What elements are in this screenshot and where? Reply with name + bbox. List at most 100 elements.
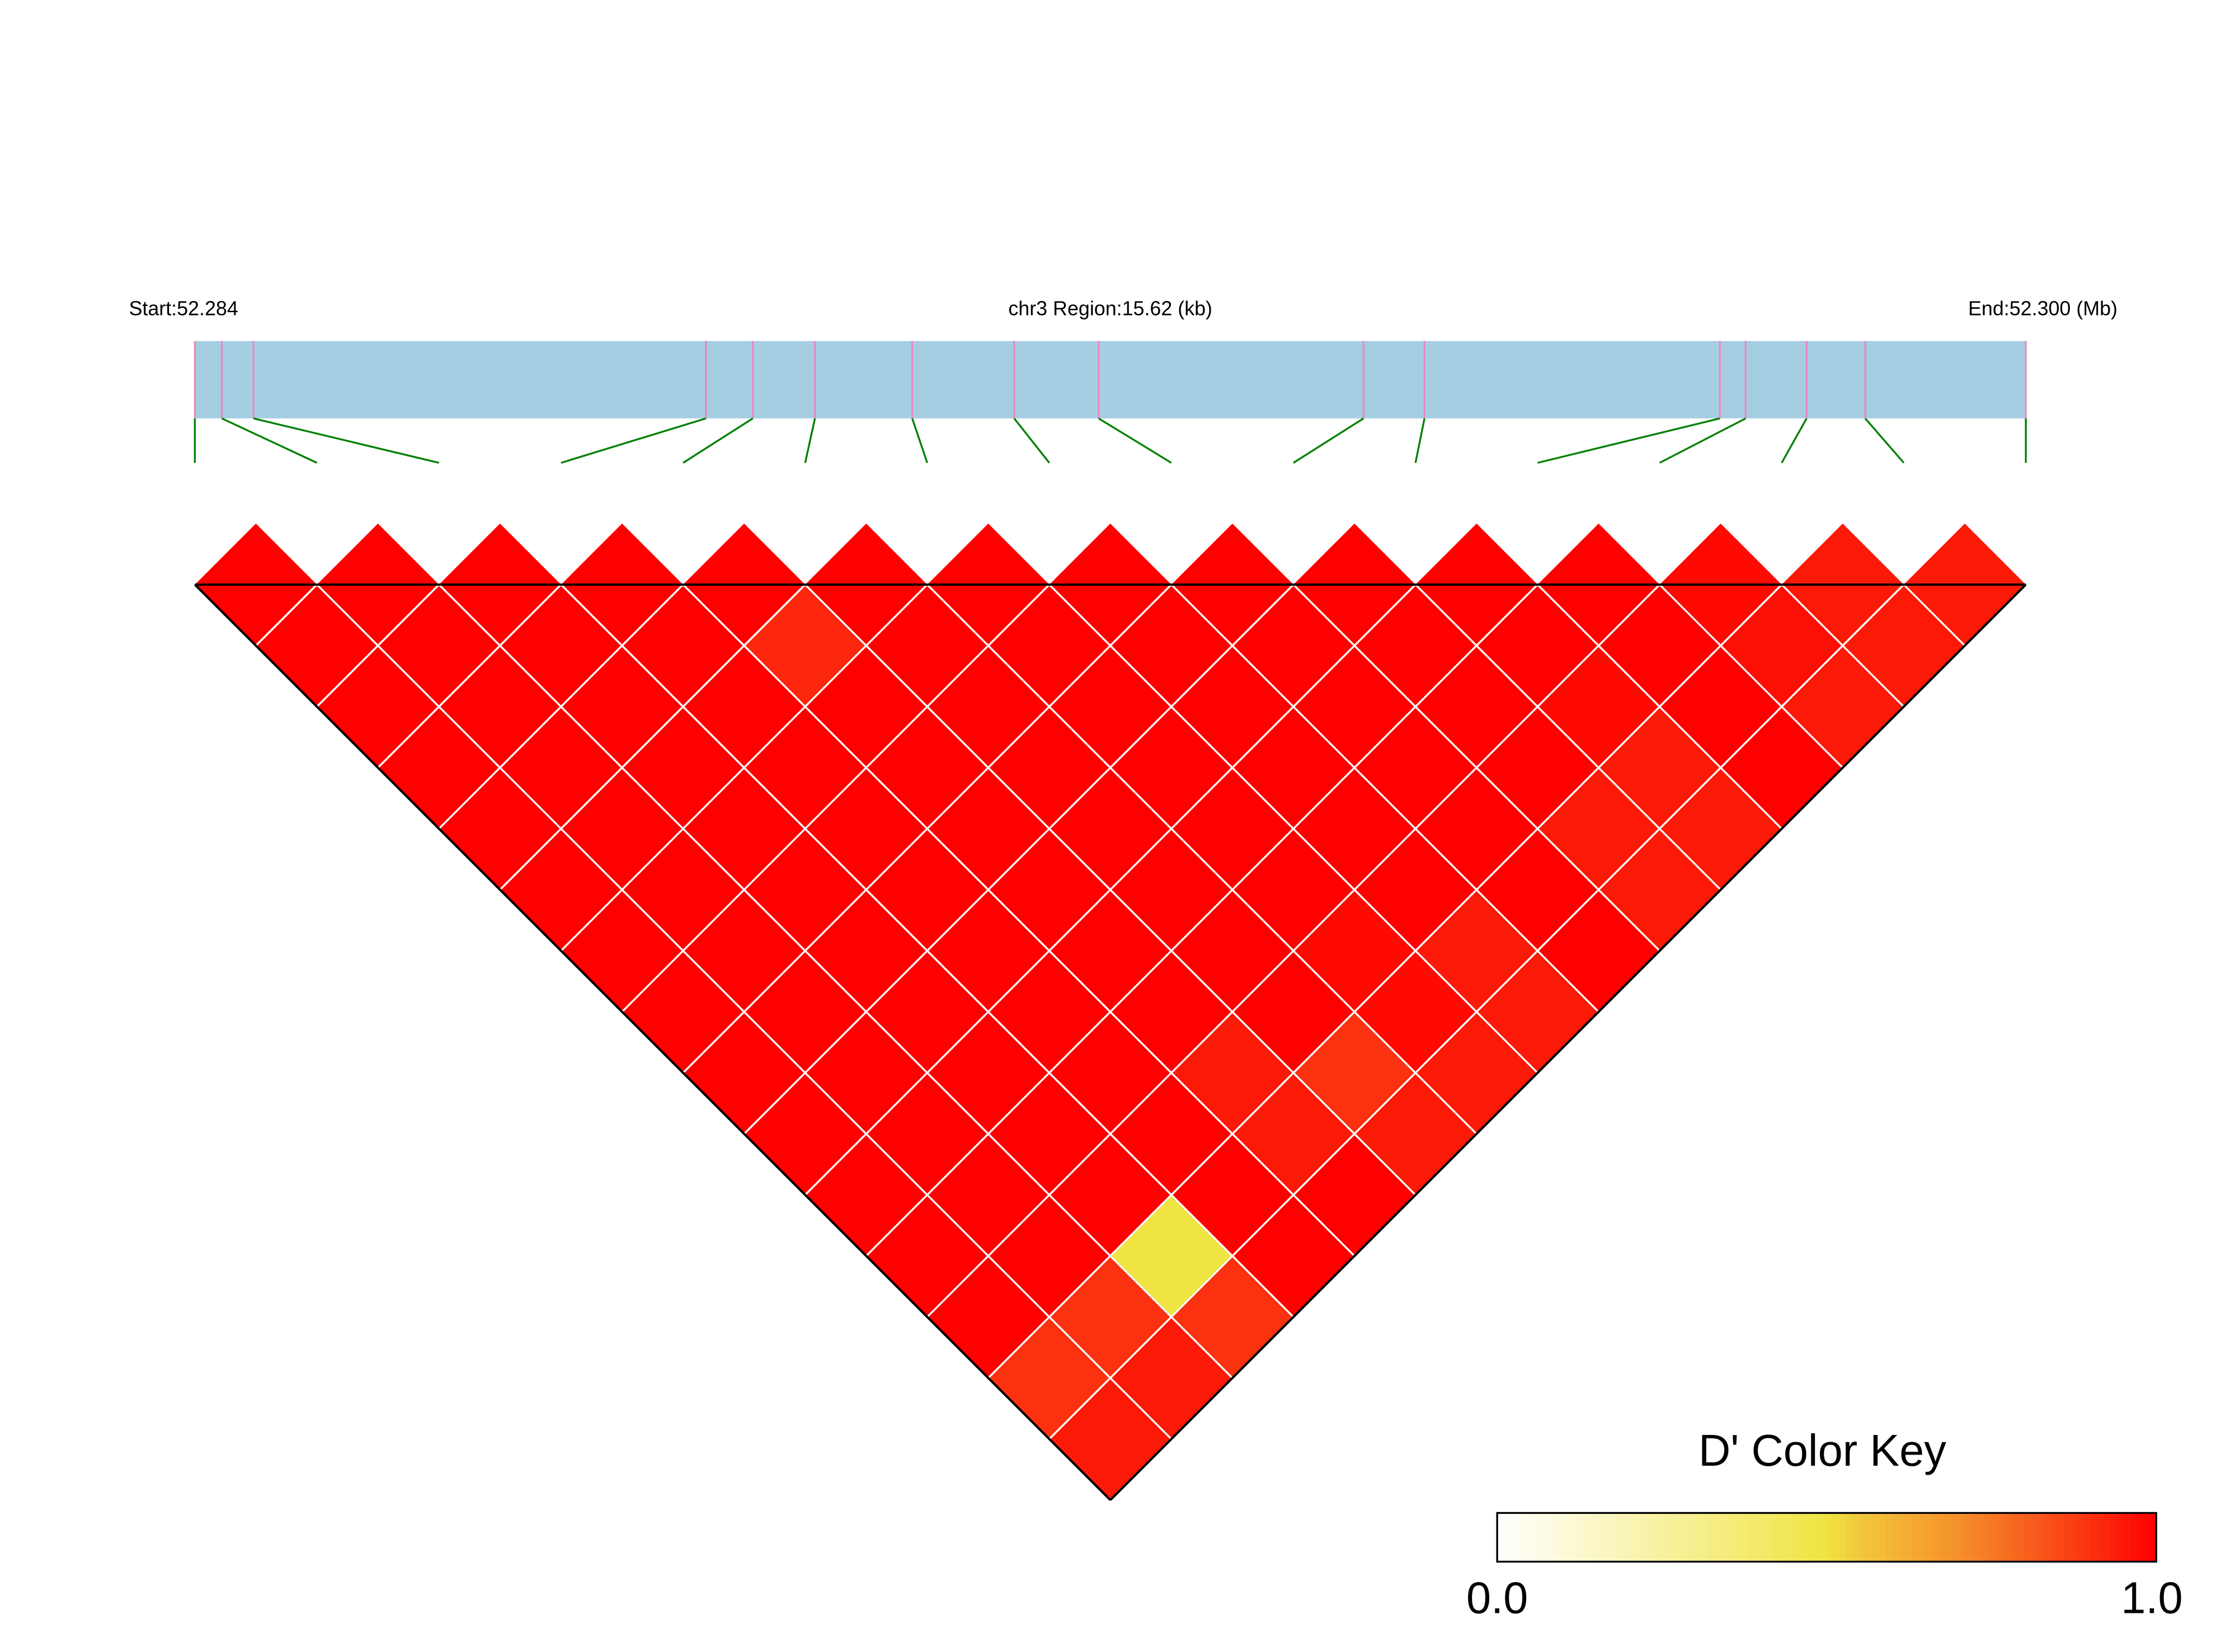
color-key-step: [1860, 1513, 1867, 1562]
color-key-step: [1497, 1513, 1504, 1562]
color-key-step: [1635, 1513, 1643, 1562]
color-key-step: [1905, 1513, 1913, 1562]
color-key-step: [2103, 1513, 2111, 1562]
color-key-step: [2116, 1513, 2124, 1562]
color-key-step: [1589, 1513, 1597, 1562]
color-key-step: [1675, 1513, 1683, 1562]
snp-connector-line: [804, 418, 816, 463]
right-edge: [1109, 583, 2027, 1501]
color-key-step: [1622, 1513, 1630, 1562]
color-key-step: [1701, 1513, 1709, 1562]
color-key-step: [1912, 1513, 1920, 1562]
color-key-step: [1688, 1513, 1696, 1562]
color-key-step: [1741, 1513, 1748, 1562]
cell-border: [438, 583, 562, 647]
snp-connector-line: [1537, 417, 1720, 464]
snp-connector-line: [1013, 417, 1050, 464]
region-start-label: Start:52.284: [129, 298, 238, 320]
color-key-step: [1839, 1513, 1847, 1562]
color-key-step: [2090, 1513, 2098, 1562]
triangle-outline: [194, 583, 2027, 1501]
color-key-step: [1827, 1513, 1834, 1562]
snp-connector-line: [1098, 417, 1172, 464]
region-length-label: chr3 Region:15.62 (kb): [1008, 298, 1212, 320]
color-key-step: [2017, 1513, 2025, 1562]
color-key-step: [1536, 1513, 1544, 1562]
color-key-step: [1550, 1513, 1558, 1562]
color-key-min-label: 0.0: [1466, 1573, 1528, 1623]
color-key-step: [1820, 1513, 1828, 1562]
cell-border: [1414, 583, 1538, 647]
color-key-step: [1998, 1513, 2006, 1562]
snp-connector-line: [1781, 418, 1808, 464]
color-key-step: [1681, 1513, 1689, 1562]
color-key-step: [1932, 1513, 1940, 1562]
color-key-step: [1965, 1513, 1973, 1562]
left-edge: [194, 583, 1112, 1501]
color-key-step: [1991, 1513, 1999, 1562]
color-key-max-label: 1.0: [2121, 1573, 2182, 1623]
color-key-step: [1708, 1513, 1715, 1562]
color-key-step: [1609, 1513, 1617, 1562]
color-key-step: [1510, 1513, 1518, 1562]
color-key-step: [1925, 1513, 1933, 1562]
color-key-step: [1576, 1513, 1584, 1562]
snp-connector-line: [1293, 417, 1364, 464]
color-key-step: [1530, 1513, 1537, 1562]
color-key-step: [1642, 1513, 1650, 1562]
cell-border: [804, 583, 928, 647]
color-key-step: [1767, 1513, 1775, 1562]
color-key-step: [2110, 1513, 2118, 1562]
color-key-step: [1596, 1513, 1603, 1562]
color-key-step: [1655, 1513, 1663, 1562]
color-key-step: [2057, 1513, 2065, 1562]
color-key-step: [1800, 1513, 1808, 1562]
color-key-title: D' Color Key: [1698, 1425, 1946, 1475]
color-key-step: [1563, 1513, 1570, 1562]
color-key-step: [2143, 1513, 2151, 1562]
color-key-step: [1523, 1513, 1531, 1562]
color-key-step: [1872, 1513, 1880, 1562]
color-key-step: [1945, 1513, 1952, 1562]
color-key-step: [1728, 1513, 1735, 1562]
snp-connector-line: [561, 417, 707, 464]
color-key-step: [1629, 1513, 1636, 1562]
color-key-step: [1787, 1513, 1795, 1562]
cell-border: [1292, 583, 1417, 647]
snp-connector-line: [1864, 417, 1905, 464]
color-key-step: [1879, 1513, 1887, 1562]
color-key-step: [2097, 1513, 2104, 1562]
color-key-step: [1984, 1513, 1992, 1562]
snp-connector-line: [683, 417, 754, 464]
snp-connectors: [194, 417, 2027, 464]
color-key-step: [1668, 1513, 1676, 1562]
color-key-step: [1721, 1513, 1729, 1562]
color-key-step: [1833, 1513, 1841, 1562]
cell-border: [1170, 583, 1295, 647]
color-key-step: [1853, 1513, 1861, 1562]
color-key-step: [2123, 1513, 2131, 1562]
ld-cells: [194, 523, 2027, 1502]
color-key-step: [1616, 1513, 1623, 1562]
color-key-step: [1754, 1513, 1762, 1562]
color-key-step: [1866, 1513, 1874, 1562]
snp-connector-line: [1414, 418, 1425, 463]
cell-border: [316, 583, 440, 647]
genomic-region-bar: [195, 341, 2026, 418]
color-key-step: [2011, 1513, 2018, 1562]
color-key-step: [1747, 1513, 1755, 1562]
color-key-step: [1978, 1513, 1985, 1562]
color-key-step: [1543, 1513, 1551, 1562]
color-key-step: [2130, 1513, 2137, 1562]
color-key-step: [2136, 1513, 2144, 1562]
color-key-step: [1899, 1513, 1907, 1562]
color-key-step: [1886, 1513, 1893, 1562]
color-key-step: [1503, 1513, 1511, 1562]
cell-border: [1048, 583, 1172, 647]
color-key-step: [2077, 1513, 2085, 1562]
color-key-step: [1517, 1513, 1524, 1562]
color-key-step: [2050, 1513, 2058, 1562]
color-key-step: [1649, 1513, 1656, 1562]
color-key-border: [1496, 1512, 2157, 1563]
cell-border: [926, 583, 1050, 647]
